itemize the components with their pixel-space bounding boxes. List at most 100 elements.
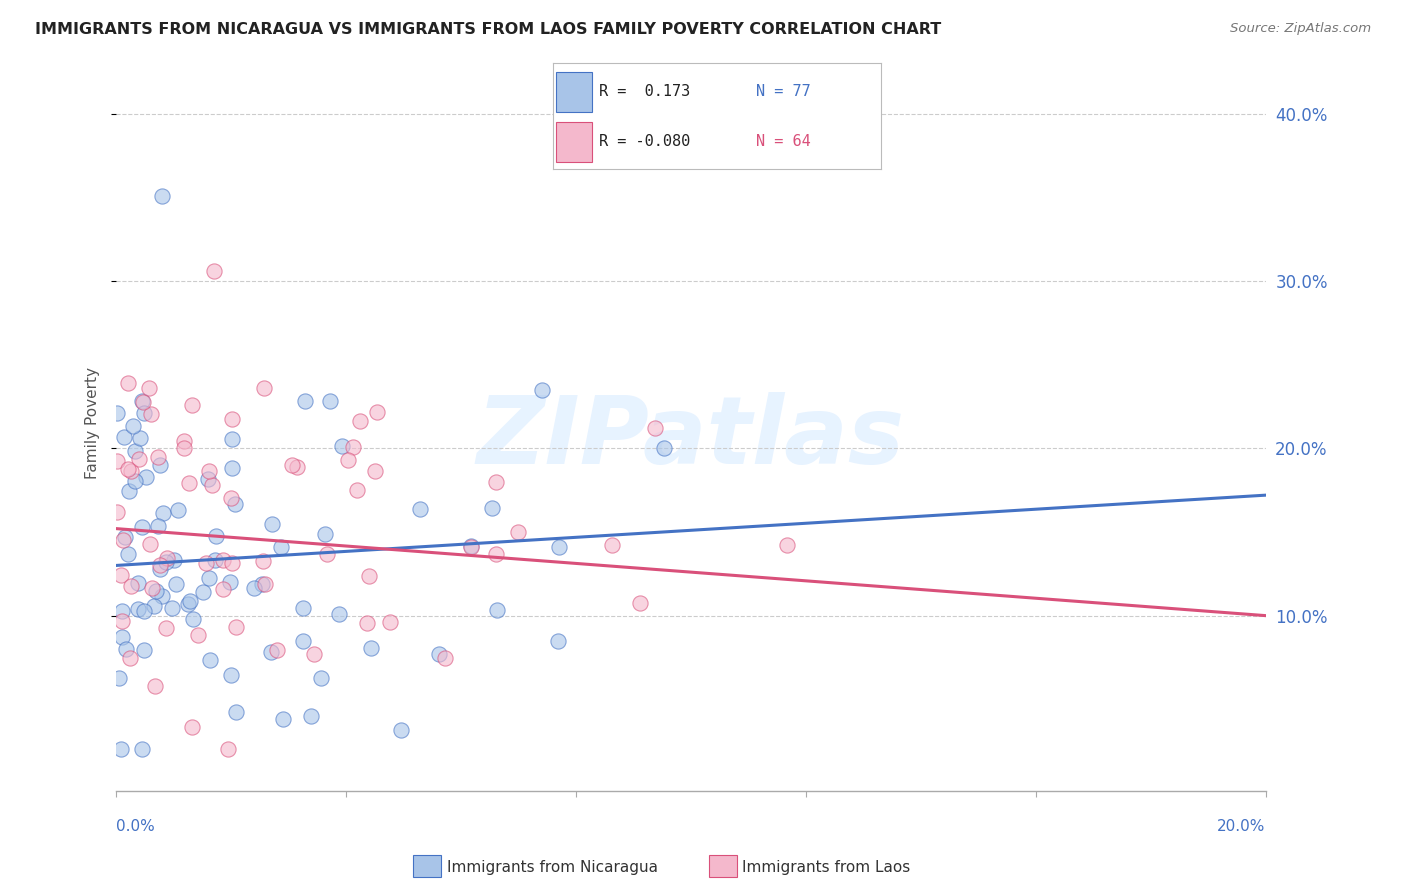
Point — [155, 621, 177, 635]
Point — [221, 668, 243, 682]
Point — [146, 519, 169, 533]
Y-axis label: Family Poverty: Family Poverty — [86, 368, 100, 479]
Point — [252, 553, 274, 567]
Text: IMMIGRANTS FROM NICARAGUA VS IMMIGRANTS FROM LAOS FAMILY POVERTY CORRELATION CHA: IMMIGRANTS FROM NICARAGUA VS IMMIGRANTS … — [35, 22, 942, 37]
Point — [364, 464, 387, 478]
Point — [460, 539, 482, 553]
Point — [225, 706, 247, 720]
Point — [409, 502, 432, 516]
Point — [111, 605, 134, 619]
Point — [149, 458, 172, 472]
Point — [150, 189, 173, 203]
Point — [260, 516, 283, 531]
Point — [110, 742, 132, 756]
Point — [167, 502, 190, 516]
Point — [177, 475, 200, 490]
Point — [485, 475, 508, 489]
Point — [155, 555, 177, 569]
Point — [146, 450, 169, 464]
Point — [221, 460, 243, 475]
Point — [253, 381, 276, 395]
Point — [260, 645, 283, 659]
Point — [173, 434, 195, 448]
Point — [218, 574, 240, 589]
Point — [105, 454, 128, 468]
Point — [134, 406, 156, 420]
Point — [212, 582, 235, 596]
Point — [776, 538, 799, 552]
Point — [328, 607, 350, 622]
Point — [131, 742, 153, 756]
Text: Immigrants from Nicaragua: Immigrants from Nicaragua — [447, 860, 658, 874]
Point — [434, 650, 457, 665]
Point — [131, 394, 153, 409]
Point — [253, 577, 276, 591]
Text: 20.0%: 20.0% — [1218, 819, 1265, 834]
Point — [181, 720, 204, 734]
Point — [118, 484, 141, 499]
Point — [628, 596, 651, 610]
Point — [135, 470, 157, 484]
Point — [299, 709, 322, 723]
Point — [319, 393, 342, 408]
Point — [143, 599, 166, 614]
Point — [132, 604, 155, 618]
Point — [191, 585, 214, 599]
Point — [219, 491, 242, 505]
Point — [270, 540, 292, 554]
Point — [127, 576, 149, 591]
Point — [548, 540, 571, 554]
Point — [485, 603, 508, 617]
Point — [120, 464, 142, 478]
Point — [134, 642, 156, 657]
Point — [346, 483, 368, 497]
Point — [285, 459, 308, 474]
Point — [644, 420, 666, 434]
Point — [117, 547, 139, 561]
Point — [349, 415, 371, 429]
Point — [117, 376, 139, 390]
Point — [302, 647, 325, 661]
Point — [181, 398, 204, 412]
Point — [138, 381, 160, 395]
Point — [508, 524, 530, 539]
Point — [292, 634, 315, 648]
Point — [117, 462, 139, 476]
Point — [120, 579, 142, 593]
Point — [366, 405, 388, 419]
Point — [173, 441, 195, 455]
Point — [114, 530, 136, 544]
Point — [115, 642, 138, 657]
Point — [481, 501, 503, 516]
Point — [110, 567, 132, 582]
Point — [485, 548, 508, 562]
Point — [120, 650, 142, 665]
Point — [181, 612, 204, 626]
Point — [378, 615, 401, 629]
Text: 0.0%: 0.0% — [117, 819, 155, 834]
Point — [139, 407, 162, 421]
Point — [141, 581, 163, 595]
Point — [149, 558, 172, 573]
Point — [127, 601, 149, 615]
Point — [202, 264, 225, 278]
Point — [177, 598, 200, 612]
Point — [145, 584, 167, 599]
Point — [165, 577, 187, 591]
Point — [218, 742, 240, 756]
Point — [266, 643, 288, 657]
Point — [427, 647, 450, 661]
Point — [359, 569, 381, 583]
Point — [250, 577, 273, 591]
Point — [205, 529, 228, 543]
Point — [131, 395, 153, 409]
Point — [360, 640, 382, 655]
Point — [128, 452, 150, 467]
Point — [652, 441, 675, 455]
Point — [129, 431, 152, 445]
Point — [281, 458, 304, 472]
Point — [179, 594, 201, 608]
Point — [309, 671, 332, 685]
Point — [112, 430, 135, 444]
Point — [547, 634, 569, 648]
